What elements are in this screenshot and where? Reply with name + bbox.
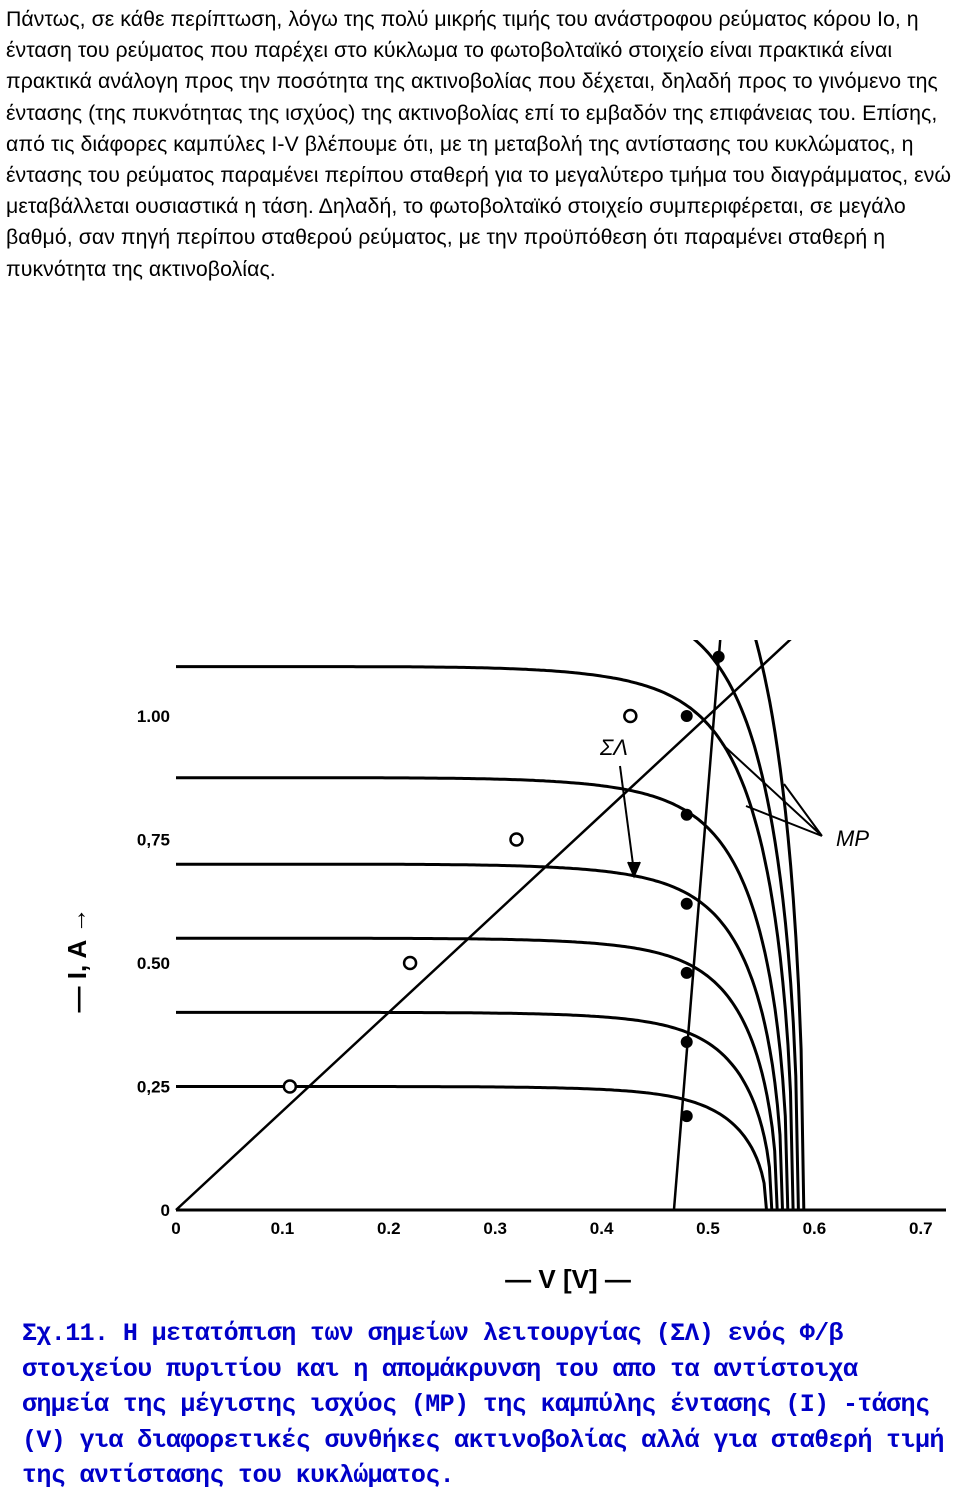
iv-curves-chart: 0 0.1 0.2 0.3 0.4 0.5 0.6 0.7 0 0,25 0.50 0,75 1.00…: [62, 640, 946, 1294]
iv-curve: [176, 1010, 774, 1211]
iv-curve: [176, 1085, 768, 1211]
y-tick-label: 0,25: [137, 1078, 170, 1097]
mpp-line-path: [672, 640, 722, 1211]
operating-point: [623, 708, 638, 724]
mpp-point: [680, 966, 693, 979]
iv-curve: [176, 862, 784, 1211]
x-tick-label: 0.7: [909, 1219, 933, 1238]
y-tick-labels: 00,250.500,751.001,251.50: [137, 707, 170, 1220]
operating-point: [282, 1079, 298, 1094]
iv-curve: [176, 776, 790, 1211]
mpp-line: [672, 640, 722, 1211]
load-line-path: [175, 640, 792, 1211]
y-tick-label: 0.50: [137, 954, 170, 973]
max-power-label: MP: [836, 826, 869, 851]
iv-curves: [176, 640, 806, 1211]
operating-points-label: ΣΛ: [599, 735, 628, 760]
x-tick-label: 0.2: [377, 1219, 401, 1238]
x-axis-label: — V [V] —: [505, 1264, 631, 1294]
mpp-point: [680, 710, 693, 722]
x-tick-label: 0.5: [696, 1219, 720, 1238]
y-tick-label: 0,75: [137, 831, 170, 850]
annotation-arrows: [619, 743, 823, 879]
x-tick-labels: 0 0.1 0.2 0.3 0.4 0.5 0.6 0.7: [171, 1219, 932, 1238]
operating-point: [402, 955, 418, 971]
iv-curve: [176, 936, 779, 1211]
body-paragraph: Πάντως, σε κάθε περίπτωση, λόγω της πολύ…: [6, 7, 952, 281]
y-tick-label: 0: [161, 1201, 170, 1220]
mpp-point: [680, 1110, 693, 1123]
y-axis-label: — I, A →: [62, 908, 92, 1013]
x-tick-label: 0.4: [590, 1219, 614, 1238]
y-tick-label: 1.00: [137, 707, 170, 726]
operating-point: [509, 832, 524, 847]
x-tick-label: 0: [171, 1219, 180, 1238]
x-tick-label: 0.1: [271, 1219, 295, 1238]
figure-caption: Σχ.11. Η μετατόπιση των σημείων λειτουργ…: [22, 1319, 944, 1490]
iv-curve: [176, 665, 795, 1211]
mpp-point: [680, 897, 693, 910]
x-tick-label: 0.3: [483, 1219, 507, 1238]
x-tick-label: 0.6: [803, 1219, 827, 1238]
load-line: [175, 640, 792, 1211]
mpp-point: [680, 808, 693, 821]
